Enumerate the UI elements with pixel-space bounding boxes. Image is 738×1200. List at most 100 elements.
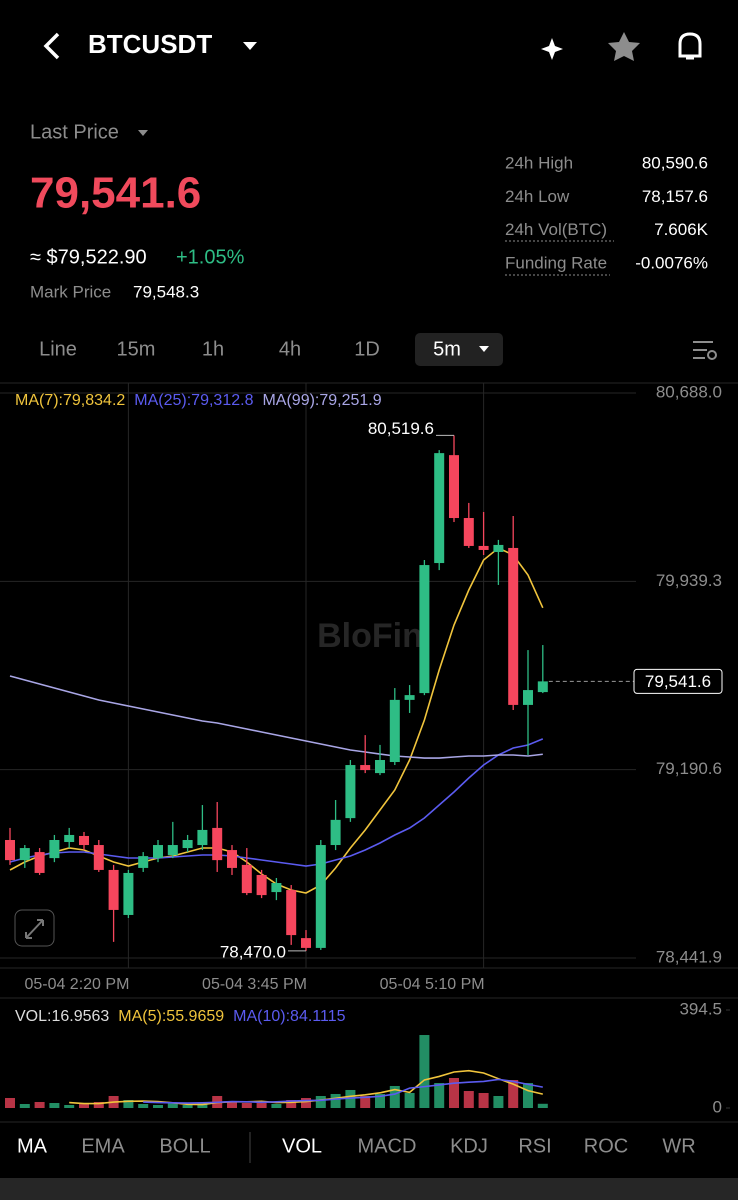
candle-body (523, 690, 533, 705)
indicator-tab[interactable]: BOLL (159, 1135, 210, 1157)
candle-body (463, 518, 474, 546)
last-price-tag (633, 668, 723, 694)
candle-body (434, 453, 445, 564)
volume-bar (93, 1101, 104, 1108)
volume-bar (123, 1100, 134, 1108)
volume-bar (64, 1104, 75, 1108)
candle-body (197, 829, 208, 846)
watermark: BloFin (317, 617, 423, 655)
legend-entry: MA(99):79,251.9 (262, 392, 381, 409)
volume-bar (360, 1096, 371, 1108)
volume-bar (478, 1092, 489, 1108)
stat-value: 80,590.6 (642, 153, 708, 172)
stat-label: 24h High (505, 153, 573, 172)
volume-bar (34, 1101, 45, 1108)
interval-tab[interactable]: 1D (354, 338, 380, 360)
candle-body (315, 845, 326, 948)
stat-value: 7.606K (654, 220, 709, 239)
indicator-tab[interactable]: WR (662, 1135, 695, 1157)
volume-bar (493, 1096, 504, 1108)
tab-selected-bg (415, 333, 503, 366)
volume-bar (508, 1080, 519, 1108)
interval-tab[interactable]: Line (39, 338, 77, 360)
volume-bar (227, 1101, 237, 1108)
bottom-bar (0, 1178, 738, 1200)
y-tick-label: 0 (713, 1097, 722, 1116)
legend-entry: MA(7):79,834.2 (15, 392, 125, 409)
candle-body (345, 765, 356, 819)
y-tick-label: 80,688.0 (656, 382, 722, 401)
indicator-tab[interactable]: MACD (358, 1135, 417, 1157)
settings-gear (707, 350, 717, 360)
candle-body (241, 864, 252, 894)
stat-label: 24h Vol(BTC) (505, 220, 607, 239)
volume-bar (167, 1103, 178, 1108)
price-dropdown[interactable] (138, 130, 148, 136)
volume-bar (271, 1104, 282, 1108)
alert-icon[interactable] (678, 32, 702, 60)
back-button[interactable] (43, 32, 60, 60)
candle-body (508, 547, 519, 705)
candle-body (375, 760, 385, 774)
indicator-tab[interactable]: EMA (81, 1135, 125, 1157)
symbol-dropdown[interactable] (243, 42, 257, 50)
candle-body (256, 874, 267, 896)
interval-tab[interactable]: 4h (279, 338, 301, 360)
x-tick-label: 05-04 3:45 PM (202, 976, 307, 993)
candle-body (360, 765, 371, 771)
candle-body (286, 890, 297, 936)
candle-body (108, 869, 119, 910)
favorite-icon[interactable] (608, 32, 640, 61)
candle-body (419, 565, 430, 694)
candle-body (19, 848, 30, 861)
candle-body (478, 545, 489, 550)
volume-bar (315, 1096, 326, 1108)
volume-bar (79, 1104, 89, 1108)
annotation-label: 80,519.6 (368, 419, 434, 438)
volume-bar (301, 1097, 311, 1108)
candle-body (182, 839, 193, 849)
volume-bar (389, 1085, 400, 1108)
volume-bar (463, 1091, 474, 1108)
interval-tab[interactable]: 1h (202, 338, 224, 360)
mark-price-label: Mark Price (30, 282, 111, 301)
indicator-tab[interactable]: ROC (584, 1135, 628, 1157)
volume-bar (449, 1077, 459, 1108)
settings-icon (693, 341, 713, 359)
candle-body (79, 835, 89, 846)
tab-dropdown (479, 346, 489, 352)
symbol[interactable]: BTCUSDT (88, 29, 212, 59)
stat-label: 24h Low (505, 187, 570, 206)
candle-body (212, 827, 223, 861)
interval-tab[interactable]: 5m (433, 338, 461, 360)
interval-tab[interactable]: 15m (117, 338, 156, 360)
indicator-tab[interactable]: MA (17, 1135, 48, 1157)
candle-body (389, 699, 400, 763)
indicator-tab[interactable]: KDJ (450, 1135, 488, 1157)
indicator-tab[interactable]: VOL (282, 1135, 322, 1157)
candle-body (49, 839, 60, 859)
candle-body (138, 856, 149, 868)
legend-entry: MA(10):84.1115 (233, 1008, 345, 1025)
volume-bar (138, 1104, 149, 1108)
candle-body (449, 455, 459, 519)
legend-entry: VOL:16.9563 (15, 1008, 109, 1025)
volume-bar (330, 1093, 341, 1108)
last-price-label: Last Price (30, 121, 119, 143)
last-price: 79,541.6 (30, 169, 201, 218)
x-tick-label: 05-04 2:20 PM (24, 976, 129, 993)
ai-icon[interactable] (541, 38, 563, 60)
indicator-tab[interactable]: RSI (518, 1135, 551, 1157)
last-price-label: 79,541.6 (645, 672, 711, 691)
y-tick-label: 394.5 (679, 999, 722, 1018)
volume-bar (286, 1100, 297, 1108)
chart-settings[interactable] (693, 341, 717, 360)
fullscreen-button[interactable] (14, 909, 55, 947)
candle-body (93, 845, 104, 870)
back-arrow (43, 32, 60, 60)
candle-body (34, 852, 45, 873)
volume-bar (49, 1103, 60, 1108)
fullscreen-icon (25, 919, 44, 939)
